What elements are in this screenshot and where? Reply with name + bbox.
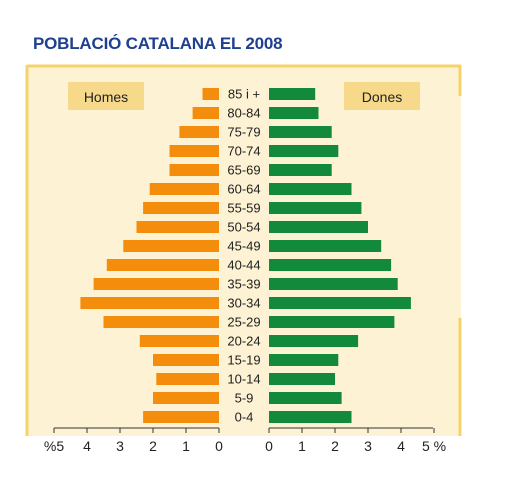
bar-dones-45-49 — [269, 240, 382, 252]
bar-dones-55-59 — [269, 202, 362, 214]
chart-panel — [27, 65, 461, 436]
legend-dones-label: Dones — [362, 89, 402, 105]
tick-label-right: 3 — [364, 438, 372, 454]
tick-label-left: %5 — [44, 438, 64, 454]
tick-label-right: 0 — [265, 438, 273, 454]
age-label: 45-49 — [227, 239, 260, 254]
bar-dones-35-39 — [269, 278, 398, 290]
age-label: 55-59 — [227, 201, 260, 216]
bar-dones-85 i + — [269, 88, 316, 100]
bar-dones-5-9 — [269, 392, 342, 404]
bar-homes-50-54 — [136, 221, 219, 233]
bar-dones-0-4 — [269, 411, 352, 423]
bar-dones-80-84 — [269, 107, 319, 119]
age-label: 30-34 — [227, 296, 260, 311]
age-label: 60-64 — [227, 182, 260, 197]
bar-dones-15-19 — [269, 354, 339, 366]
bar-homes-10-14 — [156, 373, 219, 385]
tick-label-right: 1 — [298, 438, 306, 454]
age-group-labels: 85 i + 80-84 75-79 70-74 65-69 60-64 55-59 50-5… — [227, 87, 260, 425]
age-label: 40-44 — [227, 258, 260, 273]
bar-homes-5-9 — [153, 392, 219, 404]
tick-label-right: 4 — [397, 438, 405, 454]
bar-dones-50-54 — [269, 221, 368, 233]
bars-homes — [80, 88, 220, 423]
bar-dones-60-64 — [269, 183, 352, 195]
legend-dones-box — [344, 82, 420, 110]
tick-label-left: 1 — [182, 438, 190, 454]
age-label: 15-19 — [227, 353, 260, 368]
age-label: 35-39 — [227, 277, 260, 292]
age-label: 75-79 — [227, 125, 260, 140]
bar-dones-65-69 — [269, 164, 332, 176]
bar-dones-30-34 — [269, 297, 411, 309]
bar-homes-75-79 — [179, 126, 219, 138]
bar-homes-0-4 — [143, 411, 219, 423]
bar-dones-70-74 — [269, 145, 339, 157]
age-label: 85 i + — [228, 87, 260, 102]
bar-homes-65-69 — [169, 164, 219, 176]
age-label: 5-9 — [235, 391, 254, 406]
tick-label-right: 5 % — [422, 438, 446, 454]
age-label: 25-29 — [227, 315, 260, 330]
bar-dones-20-24 — [269, 335, 359, 347]
bar-homes-15-19 — [153, 354, 219, 366]
bar-homes-60-64 — [149, 183, 219, 195]
bars-dones — [269, 88, 411, 423]
legend-homes-label: Homes — [84, 89, 128, 105]
age-label: 65-69 — [227, 163, 260, 178]
tick-label-left: 3 — [116, 438, 124, 454]
age-label: 70-74 — [227, 144, 260, 159]
bar-dones-40-44 — [269, 259, 392, 271]
tick-label-left: 2 — [149, 438, 157, 454]
bar-homes-25-29 — [103, 316, 219, 328]
tick-label-left: 4 — [83, 438, 91, 454]
bar-dones-25-29 — [269, 316, 395, 328]
chart-title: POBLACIÓ CATALANA EL 2008 — [33, 34, 283, 53]
bar-homes-20-24 — [139, 335, 219, 347]
bar-homes-30-34 — [80, 297, 220, 309]
x-axis-ticks: %5 4 3 2 1 0 0 1 2 3 4 5 % — [44, 428, 446, 454]
bar-dones-10-14 — [269, 373, 335, 385]
age-label: 50-54 — [227, 220, 260, 235]
bar-homes-55-59 — [143, 202, 219, 214]
age-label: 20-24 — [227, 334, 260, 349]
bar-homes-45-49 — [123, 240, 219, 252]
bar-dones-75-79 — [269, 126, 332, 138]
legend-homes-box — [68, 82, 144, 110]
bar-homes-85 i + — [202, 88, 219, 100]
bar-homes-70-74 — [169, 145, 219, 157]
tick-label-right: 2 — [331, 438, 339, 454]
bar-homes-80-84 — [192, 107, 219, 119]
age-label: 10-14 — [227, 372, 260, 387]
age-label: 0-4 — [235, 410, 254, 425]
age-label: 80-84 — [227, 106, 260, 121]
bar-homes-40-44 — [106, 259, 219, 271]
tick-label-left: 0 — [215, 438, 223, 454]
bar-homes-35-39 — [93, 278, 219, 290]
